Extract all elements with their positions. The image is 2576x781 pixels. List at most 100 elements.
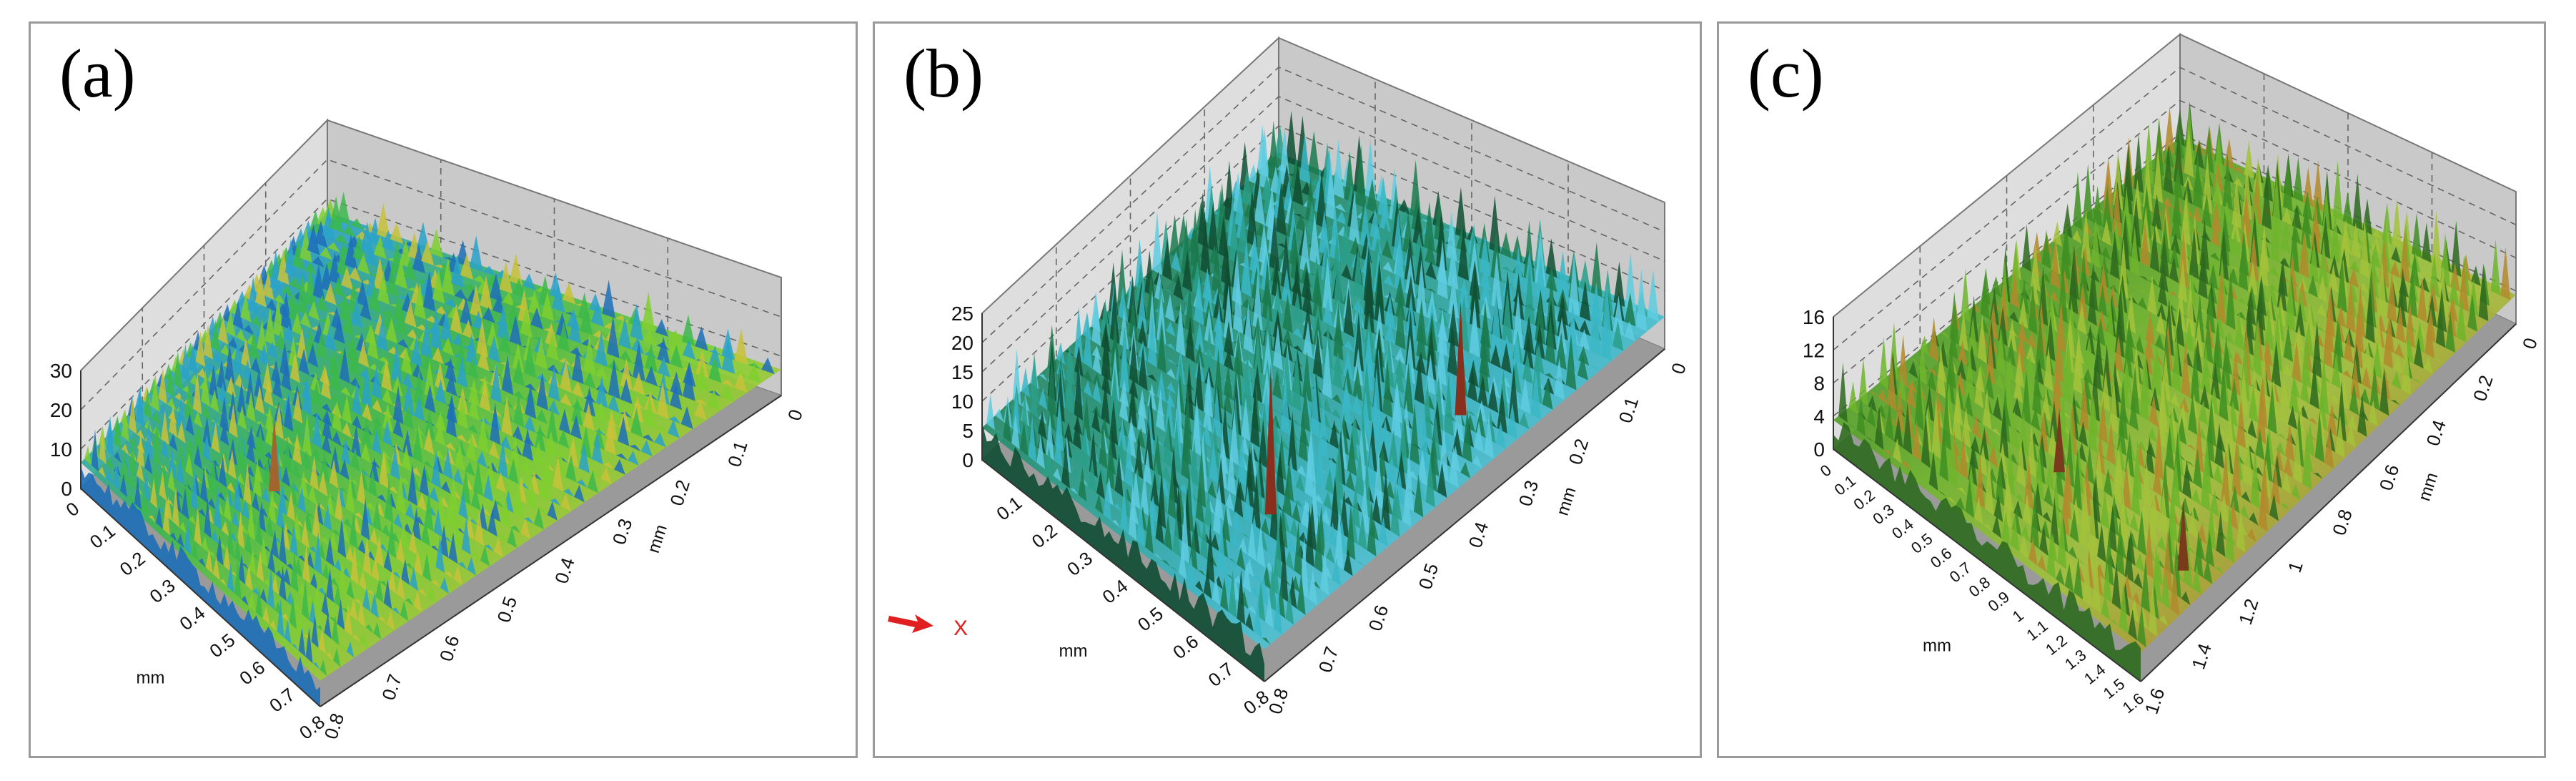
surface-facet [305,627,313,664]
surface-facet [1325,546,1335,564]
surface-facet [1302,284,1313,316]
z-tick-label: 0 [1813,438,1825,461]
surface-facet [241,338,252,369]
surface-facet [168,448,177,479]
surface-facet [1199,516,1209,561]
surface-facet [2301,198,2311,250]
surface-facet [151,373,160,412]
surface-facet [318,627,326,654]
surface-facet [329,458,339,488]
surface-facet [268,488,277,524]
surface-facet [512,343,525,373]
surface-facet [2204,127,2214,174]
surface-facet [167,398,177,411]
surface-facet [2278,401,2288,424]
surface-facet [348,340,360,376]
surface-facet [224,493,232,522]
surface-facet [475,511,485,546]
surface-facet [562,282,576,305]
surface-facet [2248,384,2259,423]
y-tick-label: 1.6 [2141,685,2169,717]
surface-facet [2088,391,2098,453]
surface-facet [387,493,397,509]
surface-facet [349,267,362,283]
surface-facet [1928,451,1938,491]
surface-facet [2340,220,2350,269]
surface-facet [1054,430,1063,467]
surface-facet [2219,493,2229,524]
y-tick-label: 0.1 [723,438,752,470]
surface-facet [1195,580,1204,593]
surface-facet [1390,484,1400,537]
surface-facet [536,372,548,411]
surface-facet [1324,468,1334,496]
surface-facet [385,317,398,344]
surface-facet [445,298,457,309]
surface-facet [402,373,414,389]
surface-facet [2174,129,2184,187]
surface-facet [398,483,408,501]
surface-facet [202,416,212,448]
surface-facet [2272,172,2282,235]
surface-facet [382,420,392,447]
surface-facet [1372,494,1382,525]
surface-facet [2405,302,2415,348]
surface-facet [346,546,355,564]
surface-facet [2257,382,2267,445]
surface-facet [1958,311,1968,352]
surface-facet [1866,403,1876,428]
surface-facet [450,254,464,288]
surface-facet [1308,568,1318,606]
wall-grid-line [1833,67,2517,350]
surface-facet [1254,575,1263,584]
surface-facet [442,337,455,356]
surface-facet [595,375,608,408]
surface-facet [383,550,392,574]
surface-facet [266,299,278,313]
surface-facet [480,275,492,310]
surface-facet [1382,359,1393,418]
surface-facet [2224,347,2234,360]
surface-facet [2328,264,2339,293]
surface-facet [245,564,253,591]
surface-facet [2138,297,2148,310]
surface-facet [361,365,372,408]
surface-facet [2028,536,2038,566]
surface-facet [2314,412,2324,463]
surface-facet [2093,186,2103,227]
surface-facet [120,473,127,498]
surface-facet [1874,406,1884,451]
surface-facet [2110,230,2120,280]
surface-facet [1490,289,1502,354]
surface-facet [1166,382,1176,394]
panel-label: (a) [59,35,136,112]
surface-facet [1469,352,1480,373]
surface-facet [435,411,447,433]
surface-facet [227,448,237,480]
surface-facet [570,347,583,358]
surface-facet [1364,138,1377,200]
surface-facet [1323,566,1332,580]
surface-facet [375,534,384,567]
surface-facet [1047,355,1056,417]
surface-facet [212,555,220,581]
surface-facet [194,444,202,470]
surface-facet [1212,575,1221,606]
surface-facet [332,431,342,446]
surface-facet [2022,493,2032,526]
surface-facet [1367,499,1377,556]
surface-facet [1302,351,1312,403]
surface-facet [545,431,557,458]
surface-facet [2197,523,2207,544]
surface-facet [608,394,620,413]
surface-facet [1388,429,1399,469]
surface-facet [1988,444,1998,468]
y-tick-label: 0.5 [1415,561,1443,592]
surface-facet [630,303,643,341]
y-axis-unit: mm [644,522,671,555]
surface-facet [1099,423,1108,469]
surface-facet [1038,410,1047,440]
surface-facet [342,568,351,579]
surface-facet [2136,333,2146,340]
surface-facet [560,359,573,393]
